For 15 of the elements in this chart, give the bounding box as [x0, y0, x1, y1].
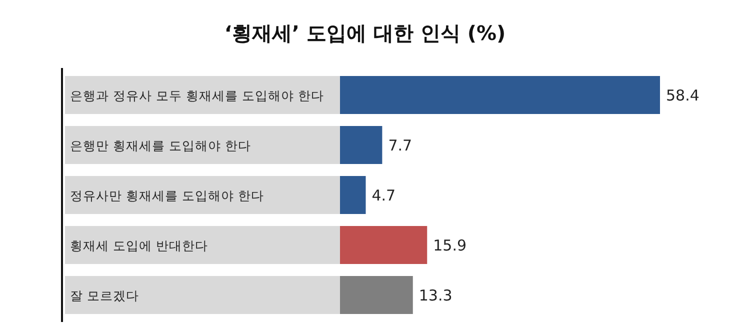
bar [340, 226, 428, 264]
bar [340, 276, 413, 314]
y-tick-label: 정유사만 횡재세를 도입해야 한다 [70, 188, 264, 203]
y-tick-label: 은행과 정유사 모두 횡재세를 도입해야 한다 [70, 88, 324, 103]
data-label: 4.7 [372, 186, 396, 204]
data-label: 15.9 [433, 236, 467, 254]
y-tick-label: 은행만 횡재세를 도입해야 한다 [70, 138, 251, 153]
bar [340, 126, 382, 164]
y-tick-label: 잘 모르겠다 [70, 288, 139, 303]
bar [340, 176, 366, 214]
data-label: 7.7 [388, 136, 412, 154]
y-tick-label: 횡재세 도입에 반대한다 [70, 238, 208, 253]
chart-title: ‘횡재세’ 도입에 대한 인식 (%) [223, 20, 507, 47]
data-label: 58.4 [666, 86, 700, 104]
data-label: 13.3 [418, 286, 452, 304]
